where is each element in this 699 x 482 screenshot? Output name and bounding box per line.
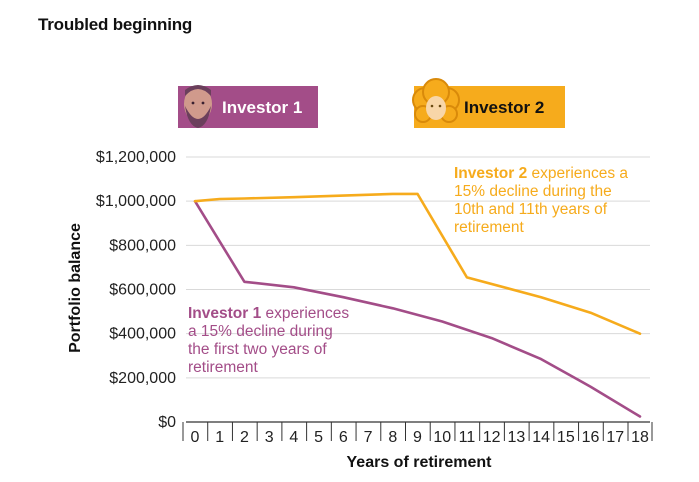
annotation-investor2-bold: Investor 2 xyxy=(454,165,527,182)
annotation-investor2-line: 15% decline during the xyxy=(454,183,612,200)
annotation-investor2-line: 10th and 11th years of xyxy=(454,201,608,218)
annotation-investor1-bold: Investor 1 xyxy=(188,305,262,322)
series-line-investor2 xyxy=(193,192,642,336)
x-tick-label: 0 xyxy=(191,429,200,446)
annotation-investor1-line: a 15% decline during xyxy=(188,323,333,340)
y-tick-label: $1,200,000 xyxy=(96,149,176,166)
x-tick-label: 18 xyxy=(631,429,649,446)
series-lines xyxy=(193,192,642,418)
annotation-investor1: Investor 1 experiences a 15% decline dur… xyxy=(188,305,353,376)
x-axis-ticks: 0 1 2 3 4 5 6 7 8 9 10 11 12 13 14 15 16 17 18 xyxy=(182,421,653,446)
x-tick-label: 11 xyxy=(459,429,476,446)
curly-haired-woman-avatar-icon xyxy=(412,78,460,123)
x-tick-label: 5 xyxy=(314,429,323,446)
annotation-investor2-line: retirement xyxy=(454,219,524,236)
page-title: Troubled beginning xyxy=(38,15,193,34)
x-tick-label: 10 xyxy=(433,429,451,446)
bearded-man-avatar-icon xyxy=(184,85,212,128)
annotation-investor1-line: retirement xyxy=(188,359,258,376)
x-tick-label: 2 xyxy=(240,429,249,446)
x-tick-label: 17 xyxy=(606,429,624,446)
annotation-investor2: Investor 2 experiences a 15% decline dur… xyxy=(454,165,632,236)
x-tick-label: 8 xyxy=(388,429,397,446)
x-tick-label: 1 xyxy=(215,429,224,446)
annotation-investor2-line: experiences a xyxy=(527,165,628,182)
x-tick-label: 13 xyxy=(507,429,525,446)
annotation-investor1-line: the first two years of xyxy=(188,341,327,358)
y-axis-title: Portfolio balance xyxy=(67,223,84,353)
y-tick-label: $200,000 xyxy=(109,370,176,387)
x-tick-label: 9 xyxy=(413,429,422,446)
x-tick-label: 4 xyxy=(289,429,298,446)
x-tick-label: 6 xyxy=(339,429,348,446)
x-tick-label: 7 xyxy=(364,429,373,446)
x-tick-label: 16 xyxy=(582,429,600,446)
y-tick-label: $800,000 xyxy=(109,237,176,254)
x-tick-label: 15 xyxy=(557,429,575,446)
y-axis-ticks: $0 $200,000 $400,000 $600,000 $800,000 $1,000… xyxy=(96,149,176,431)
y-tick-label: $600,000 xyxy=(109,282,176,299)
series-line-investor1 xyxy=(193,199,642,418)
y-tick-label: $0 xyxy=(158,414,176,431)
x-axis-title: Years of retirement xyxy=(347,454,493,471)
y-tick-label: $400,000 xyxy=(109,326,176,343)
x-tick-label: 14 xyxy=(532,429,550,446)
legend-investor2: Investor 2 xyxy=(412,78,565,128)
x-tick-label: 3 xyxy=(265,429,274,446)
legend-investor1: Investor 1 xyxy=(178,85,318,128)
legend-investor2-label: Investor 2 xyxy=(464,98,544,117)
y-tick-label: $1,000,000 xyxy=(96,193,176,210)
legend-investor1-label: Investor 1 xyxy=(222,98,302,117)
x-tick-label: 12 xyxy=(483,429,501,446)
annotation-investor1-line: experiences xyxy=(261,305,349,322)
